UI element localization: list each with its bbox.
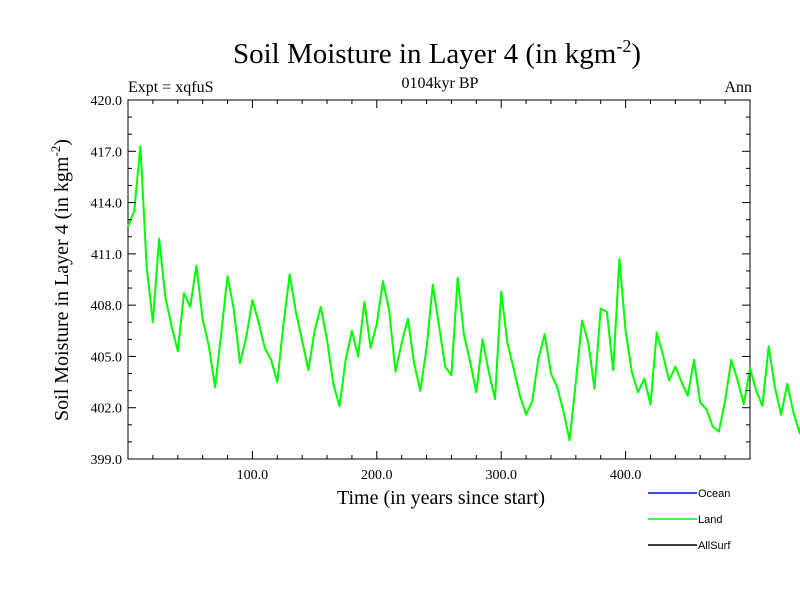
x-axis-label: Time (in years since start) [337,487,545,509]
y-tick-label: 420.0 [91,94,123,109]
season-label: Ann [724,79,752,96]
y-tick-label: 411.0 [91,248,122,263]
y-tick-label: 399.0 [91,453,123,468]
experiment-label: Expt = xqfuS [128,79,213,96]
x-tick-label: 200.0 [361,468,393,483]
y-tick-label: 402.0 [91,402,123,417]
x-tick-label: 100.0 [237,468,269,483]
y-tick-label: 408.0 [91,299,123,314]
legend-label-land: Land [698,514,722,526]
y-tick-label: 405.0 [91,350,123,365]
x-tick-label: 300.0 [485,468,517,483]
x-tick-label: 400.0 [610,468,642,483]
y-tick-label: 414.0 [91,197,123,212]
plot-frame [127,99,751,460]
y-tick-label: 417.0 [91,145,123,160]
y-axis-label: Soil Moisture in Layer 4 (in kgm-2) [48,139,73,421]
legend-label-ocean: Ocean [698,488,730,500]
chart-title: Soil Moisture in Layer 4 (in kgm-2) [233,36,641,70]
period-label: 0104kyr BP [402,75,479,92]
legend: Ocean Land AllSurf [648,488,731,552]
series-line-land [127,145,800,442]
legend-label-allsurf: AllSurf [698,540,731,552]
